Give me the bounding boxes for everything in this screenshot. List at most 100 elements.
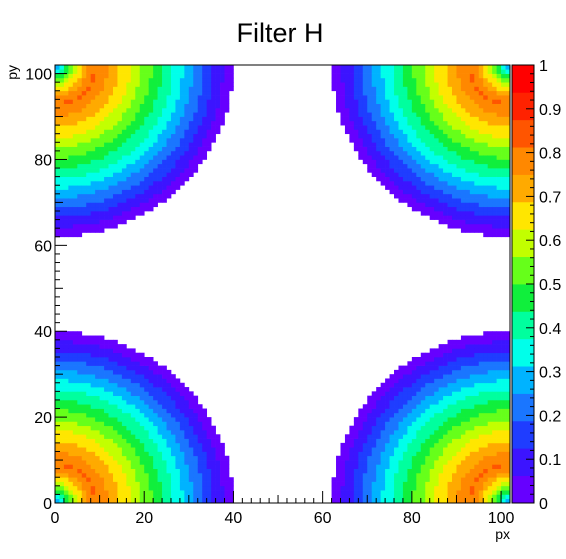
- heatmap-cell: [416, 120, 422, 126]
- heatmap-cell: [492, 215, 497, 220]
- heatmap-cell: [90, 438, 96, 444]
- heatmap-cell: [367, 464, 373, 469]
- heatmap-cell: [90, 477, 96, 482]
- heatmap-cell: [95, 352, 100, 358]
- heatmap-cell: [420, 95, 426, 100]
- heatmap-cell: [193, 395, 199, 401]
- heatmap-cell: [389, 455, 395, 461]
- heatmap-cell: [59, 339, 65, 345]
- heatmap-cell: [72, 133, 78, 139]
- heatmap-cell: [376, 442, 381, 448]
- heatmap-cell: [104, 215, 109, 220]
- heatmap-cell: [157, 65, 163, 70]
- heatmap-cell: [478, 107, 484, 113]
- heatmap-cell: [130, 172, 136, 177]
- heatmap-cell: [170, 112, 176, 117]
- heatmap-cell: [162, 172, 167, 177]
- heatmap-cell: [447, 82, 453, 87]
- heatmap-cell: [130, 382, 136, 388]
- heatmap-cell: [483, 464, 489, 469]
- heatmap-cell: [55, 189, 60, 195]
- heatmap-cell: [465, 430, 471, 435]
- heatmap-cell: [193, 417, 199, 422]
- heatmap-cell: [443, 365, 448, 371]
- heatmap-cell: [112, 223, 118, 229]
- heatmap-cell: [59, 494, 65, 500]
- heatmap-cell: [72, 86, 78, 92]
- heatmap-cell: [55, 107, 60, 113]
- heatmap-cell: [63, 374, 69, 379]
- heatmap-cell: [108, 146, 114, 152]
- heatmap-cell: [188, 73, 194, 79]
- heatmap-cell: [389, 138, 395, 143]
- heatmap-cell: [385, 120, 390, 126]
- heatmap-cell: [59, 180, 65, 186]
- heatmap-cell: [162, 481, 167, 487]
- heatmap-cell: [162, 77, 167, 83]
- heatmap-cell: [402, 82, 408, 87]
- heatmap-cell: [443, 103, 448, 109]
- heatmap-cell: [157, 468, 163, 474]
- heatmap-cell: [68, 378, 74, 384]
- heatmap-cell: [349, 120, 355, 126]
- heatmap-cell: [130, 408, 136, 414]
- heatmap-cell: [505, 460, 511, 465]
- heatmap-cell: [411, 138, 417, 143]
- heatmap-cell: [478, 387, 484, 392]
- heatmap-cell: [487, 447, 493, 452]
- heatmap-cell: [425, 481, 431, 487]
- heatmap-cell: [112, 159, 118, 165]
- heatmap-cell: [86, 219, 92, 225]
- heatmap-cell: [429, 369, 435, 375]
- heatmap-cell: [443, 95, 448, 100]
- heatmap-cell: [220, 494, 225, 500]
- heatmap-cell: [95, 146, 100, 152]
- heatmap-cell: [188, 103, 194, 109]
- heatmap-cell: [411, 404, 417, 409]
- heatmap-cell: [429, 202, 435, 208]
- heatmap-cell: [425, 412, 431, 418]
- heatmap-cell: [501, 412, 506, 418]
- heatmap-cell: [496, 468, 502, 474]
- heatmap-cell: [170, 116, 176, 122]
- heatmap-cell: [492, 451, 497, 457]
- heatmap-cell: [460, 95, 466, 100]
- heatmap-cell: [429, 490, 435, 495]
- heatmap-cell: [179, 455, 185, 461]
- heatmap-cell: [68, 404, 74, 409]
- heatmap-cell: [211, 73, 216, 79]
- heatmap-cell: [434, 211, 439, 216]
- heatmap-cell: [166, 129, 172, 135]
- heatmap-cell: [469, 477, 475, 482]
- heatmap-cell: [429, 438, 435, 444]
- heatmap-cell: [228, 77, 234, 83]
- heatmap-cell: [90, 365, 96, 371]
- heatmap-cell: [121, 99, 127, 104]
- heatmap-cell: [371, 399, 377, 405]
- heatmap-cell: [59, 138, 65, 143]
- heatmap-cell: [474, 172, 480, 177]
- heatmap-cell: [90, 215, 96, 220]
- heatmap-cell: [478, 455, 484, 461]
- heatmap-cell: [197, 481, 203, 487]
- heatmap-cell: [483, 142, 489, 147]
- heatmap-cell: [496, 498, 502, 504]
- heatmap-cell: [139, 408, 145, 414]
- heatmap-cell: [447, 391, 453, 396]
- heatmap-cell: [456, 99, 462, 104]
- heatmap-cell: [434, 116, 439, 122]
- heatmap-cell: [72, 82, 78, 87]
- heatmap-cell: [487, 494, 493, 500]
- heatmap-cell: [478, 434, 484, 439]
- heatmap-cell: [460, 412, 466, 418]
- heatmap-cell: [460, 142, 466, 147]
- heatmap-cell: [144, 65, 150, 70]
- heatmap-cell: [380, 425, 386, 431]
- heatmap-cell: [139, 150, 145, 156]
- heatmap-cell: [465, 77, 471, 83]
- heatmap-cell: [59, 189, 65, 195]
- heatmap-cell: [447, 348, 453, 354]
- heatmap-cell: [443, 138, 448, 143]
- heatmap-cell: [81, 193, 87, 199]
- heatmap-cell: [77, 215, 83, 220]
